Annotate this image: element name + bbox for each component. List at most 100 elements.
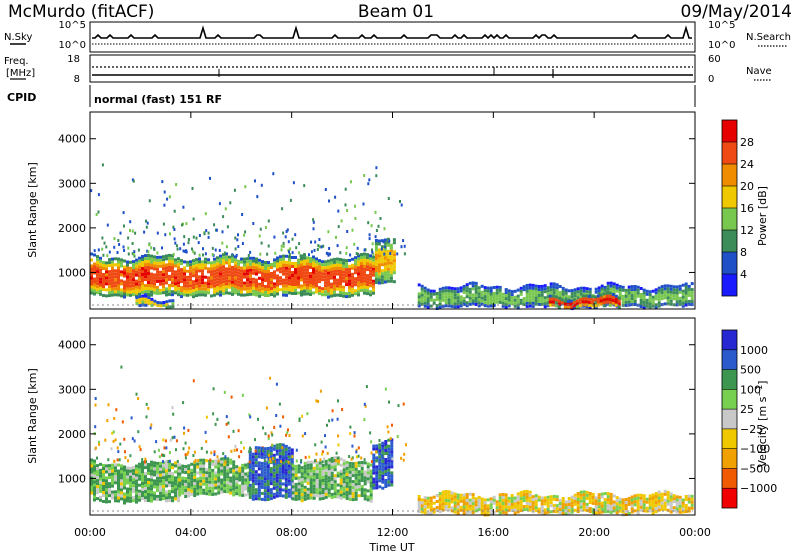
heatmap-cell bbox=[258, 234, 261, 238]
heatmap-cell bbox=[300, 472, 304, 476]
heatmap-cell bbox=[213, 450, 216, 454]
heatmap-cell bbox=[114, 438, 117, 442]
heatmap-cell bbox=[309, 278, 312, 281]
heatmap-cell bbox=[147, 469, 150, 472]
heatmap-cell bbox=[534, 287, 538, 291]
heatmap-cell bbox=[522, 285, 526, 289]
heatmap-cell bbox=[248, 460, 251, 464]
heatmap-cell bbox=[96, 285, 99, 289]
heatmap-cell bbox=[123, 265, 126, 269]
heatmap-cell bbox=[162, 258, 165, 262]
heatmap-cell bbox=[639, 499, 643, 503]
heatmap-cell bbox=[540, 287, 544, 291]
heatmap-cell bbox=[636, 502, 640, 506]
heatmap-cell bbox=[111, 293, 114, 297]
heatmap-cell bbox=[318, 485, 322, 489]
heatmap-cell bbox=[567, 506, 571, 509]
heatmap-cell bbox=[123, 289, 126, 293]
heatmap-cell bbox=[337, 434, 340, 438]
heatmap-cell bbox=[597, 289, 601, 293]
heatmap-cell bbox=[179, 247, 182, 251]
heatmap-cell bbox=[262, 449, 264, 453]
heatmap-cell bbox=[351, 228, 354, 232]
heatmap-cell bbox=[621, 498, 625, 502]
heatmap-cell bbox=[360, 494, 364, 497]
heatmap-cell bbox=[248, 477, 252, 481]
heatmap-cell bbox=[306, 256, 309, 260]
heatmap-cell bbox=[117, 272, 120, 276]
heatmap-cell bbox=[267, 273, 270, 276]
heatmap-cell bbox=[384, 458, 388, 461]
heatmap-cell bbox=[114, 493, 117, 497]
heatmap-cell bbox=[300, 481, 304, 485]
heatmap-cell bbox=[156, 267, 159, 271]
heatmap-cell bbox=[204, 252, 207, 256]
heatmap-cell bbox=[187, 494, 191, 498]
heatmap-cell bbox=[324, 489, 328, 493]
heatmap-cell bbox=[281, 458, 285, 462]
heatmap-cell bbox=[141, 485, 144, 488]
heatmap-cell bbox=[153, 302, 157, 306]
heatmap-cell bbox=[561, 512, 565, 515]
heatmap-cell bbox=[318, 238, 321, 241]
heatmap-cell bbox=[639, 296, 643, 299]
heatmap-cell bbox=[651, 295, 655, 299]
heatmap-cell bbox=[630, 297, 634, 301]
heatmap-cell bbox=[225, 261, 228, 265]
heatmap-cell bbox=[474, 299, 478, 303]
heatmap-cell bbox=[176, 460, 179, 463]
heatmap-cell bbox=[255, 269, 258, 273]
heatmap-cell bbox=[546, 510, 550, 514]
heatmap-cell bbox=[189, 293, 192, 297]
heatmap-cell bbox=[216, 265, 219, 269]
heatmap-cell bbox=[141, 461, 144, 464]
heatmap-cell bbox=[287, 240, 290, 244]
heatmap-cell bbox=[270, 293, 273, 296]
heatmap-cell bbox=[248, 474, 252, 478]
heatmap-cell bbox=[309, 290, 312, 293]
heatmap-cell bbox=[240, 293, 243, 297]
heatmap-cell bbox=[370, 440, 373, 444]
heatmap-cell bbox=[687, 284, 691, 288]
heatmap-cell bbox=[303, 476, 307, 480]
heatmap-cell bbox=[444, 301, 448, 305]
heatmap-cell bbox=[564, 297, 568, 301]
heatmap-cell bbox=[383, 256, 387, 260]
heatmap-cell bbox=[129, 466, 132, 470]
heatmap-cell bbox=[681, 304, 685, 308]
heatmap-cell bbox=[380, 272, 384, 276]
heatmap-cell bbox=[237, 283, 240, 287]
heatmap-cell bbox=[228, 273, 231, 277]
heatmap-cell bbox=[93, 468, 96, 472]
heatmap-cell bbox=[263, 462, 267, 466]
heatmap-cell bbox=[605, 297, 609, 301]
heatmap-cell bbox=[244, 487, 248, 491]
heatmap-cell bbox=[141, 476, 144, 479]
heatmap-cell bbox=[193, 473, 197, 476]
heatmap-cell bbox=[129, 284, 132, 288]
heatmap-cell bbox=[615, 508, 619, 512]
heatmap-cell bbox=[230, 395, 233, 399]
heatmap-cell bbox=[278, 402, 281, 406]
heatmap-cell bbox=[627, 294, 631, 298]
heatmap-cell bbox=[339, 463, 343, 467]
heatmap-cell bbox=[102, 261, 105, 264]
heatmap-cell bbox=[596, 300, 600, 304]
heatmap-cell bbox=[177, 269, 180, 273]
heatmap-cell bbox=[129, 269, 132, 273]
heatmap-cell bbox=[150, 287, 153, 291]
heatmap-cell bbox=[111, 496, 114, 500]
heatmap-cell bbox=[266, 498, 270, 501]
heatmap-cell bbox=[384, 449, 388, 452]
heatmap-cell bbox=[345, 481, 349, 485]
heatmap-cell bbox=[546, 289, 550, 293]
heatmap-cell bbox=[600, 501, 604, 505]
heatmap-cell bbox=[232, 490, 236, 494]
heatmap-cell bbox=[684, 282, 688, 286]
heatmap-cell bbox=[342, 276, 345, 280]
heatmap-cell bbox=[187, 464, 191, 468]
heatmap-cell bbox=[357, 488, 361, 492]
heatmap-cell bbox=[191, 187, 194, 190]
heatmap-cell bbox=[621, 294, 625, 298]
heatmap-cell bbox=[222, 265, 225, 269]
